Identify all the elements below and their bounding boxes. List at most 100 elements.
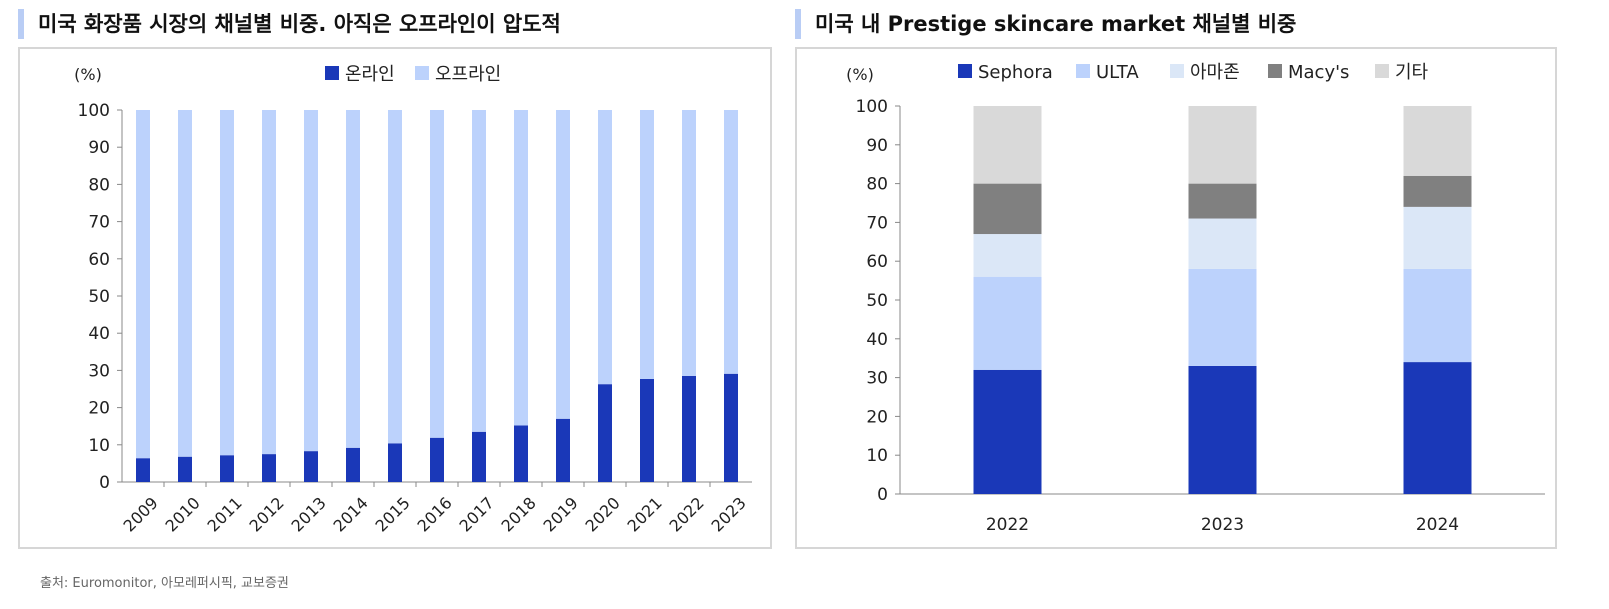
y-tick-label: 10 xyxy=(88,436,110,456)
y-tick-label: 0 xyxy=(99,473,110,493)
bar-온라인-2011 xyxy=(220,455,234,482)
legend-label: Sephora xyxy=(978,62,1053,83)
legend-swatch-온라인 xyxy=(325,66,339,80)
bar-오프라인-2013 xyxy=(304,110,318,452)
y-tick-label: 80 xyxy=(866,175,888,195)
bar-기타-2024 xyxy=(1403,106,1472,176)
bar-온라인-2009 xyxy=(136,458,150,482)
bar-오프라인-2012 xyxy=(262,110,276,455)
bar-오프라인-2017 xyxy=(472,110,486,432)
legend-swatch-Sephora xyxy=(958,64,972,78)
x-tick-label: 2013 xyxy=(288,493,330,535)
x-tick-label: 2022 xyxy=(666,493,708,535)
y-tick-label: 70 xyxy=(866,213,888,233)
bar-온라인-2020 xyxy=(598,384,612,482)
bar-온라인-2023 xyxy=(724,373,738,482)
bar-온라인-2010 xyxy=(178,456,192,482)
x-tick-label: 2011 xyxy=(204,493,246,535)
y-tick-label: 80 xyxy=(88,175,110,195)
bar-Sephora-2023 xyxy=(1188,365,1257,494)
bar-온라인-2014 xyxy=(346,447,360,482)
x-tick-label: 2022 xyxy=(986,515,1029,535)
bar-Macy's-2024 xyxy=(1403,175,1472,207)
bar-오프라인-2020 xyxy=(598,110,612,385)
x-tick-label: 2017 xyxy=(456,493,498,535)
x-tick-label: 2023 xyxy=(708,493,750,535)
legend-label: 오프라인 xyxy=(435,64,501,85)
x-tick-label: 2015 xyxy=(372,493,414,535)
bar-오프라인-2011 xyxy=(220,110,234,456)
bar-온라인-2017 xyxy=(472,431,486,482)
legend-swatch-ULTA xyxy=(1076,64,1090,78)
bar-오프라인-2023 xyxy=(724,110,738,374)
bar-오프라인-2014 xyxy=(346,110,360,448)
bar-아마존-2024 xyxy=(1403,206,1472,269)
y-tick-label: 90 xyxy=(866,136,888,156)
y-tick-label: 20 xyxy=(88,399,110,419)
y-tick-label: 70 xyxy=(88,213,110,233)
y-tick-label: 30 xyxy=(88,361,110,381)
x-tick-label: 2018 xyxy=(498,493,540,535)
y-tick-label: 90 xyxy=(88,138,110,158)
bar-기타-2023 xyxy=(1188,106,1257,184)
bar-오프라인-2022 xyxy=(682,110,696,376)
x-tick-label: 2020 xyxy=(582,493,624,535)
y-tick-label: 100 xyxy=(856,97,888,117)
left-chart-panel xyxy=(18,47,772,549)
legend-swatch-아마존 xyxy=(1170,64,1184,78)
y-tick-label: 60 xyxy=(866,252,888,272)
bar-온라인-2012 xyxy=(262,454,276,482)
bar-온라인-2015 xyxy=(388,443,402,482)
legend-swatch-오프라인 xyxy=(415,66,429,80)
legend-swatch-Macy's xyxy=(1268,64,1282,78)
bar-온라인-2022 xyxy=(682,375,696,482)
x-tick-label: 2023 xyxy=(1201,515,1244,535)
x-tick-label: 2012 xyxy=(246,493,288,535)
right-chart-title: 미국 내 Prestige skincare market 채널별 비중 xyxy=(795,9,1296,39)
legend-label: 기타 xyxy=(1395,62,1429,83)
right-chart-panel xyxy=(795,47,1557,549)
bar-기타-2022 xyxy=(973,106,1042,184)
legend-label: Macy's xyxy=(1288,62,1349,83)
y-tick-label: 10 xyxy=(866,446,888,466)
bar-온라인-2016 xyxy=(430,437,444,482)
x-tick-label: 2019 xyxy=(540,493,582,535)
bar-오프라인-2009 xyxy=(136,110,150,459)
x-tick-label: 2009 xyxy=(120,493,162,535)
bar-온라인-2018 xyxy=(514,425,528,482)
bar-Macy's-2022 xyxy=(973,183,1042,235)
bar-오프라인-2018 xyxy=(514,110,528,426)
source-note: 출처: Euromonitor, 아모레퍼시픽, 교보증권 xyxy=(40,576,289,591)
y-axis-unit: (%) xyxy=(74,65,102,84)
x-tick-label: 2024 xyxy=(1416,515,1459,535)
y-axis-unit: (%) xyxy=(846,65,874,84)
bar-오프라인-2015 xyxy=(388,110,402,444)
y-tick-label: 40 xyxy=(88,324,110,344)
x-tick-label: 2014 xyxy=(330,493,372,535)
bar-Sephora-2024 xyxy=(1403,362,1472,494)
x-tick-label: 2021 xyxy=(624,493,666,535)
bar-온라인-2013 xyxy=(304,451,318,482)
bar-오프라인-2019 xyxy=(556,110,570,419)
bar-Sephora-2022 xyxy=(973,369,1042,494)
bar-ULTA-2022 xyxy=(973,276,1042,370)
legend-label: 온라인 xyxy=(345,64,395,85)
y-tick-label: 30 xyxy=(866,369,888,389)
bar-아마존-2022 xyxy=(973,234,1042,277)
bar-ULTA-2024 xyxy=(1403,268,1472,363)
left-chart-title: 미국 화장품 시장의 채널별 비중. 아직은 오프라인이 압도적 xyxy=(18,9,561,39)
bar-아마존-2023 xyxy=(1188,218,1257,269)
y-tick-label: 40 xyxy=(866,330,888,350)
y-tick-label: 20 xyxy=(866,407,888,427)
legend-label: ULTA xyxy=(1096,62,1139,83)
bar-오프라인-2010 xyxy=(178,110,192,457)
y-tick-label: 0 xyxy=(877,485,888,505)
legend-swatch-기타 xyxy=(1375,64,1389,78)
bar-오프라인-2016 xyxy=(430,110,444,438)
y-tick-label: 50 xyxy=(866,291,888,311)
bar-온라인-2019 xyxy=(556,418,570,482)
bar-Macy's-2023 xyxy=(1188,183,1257,219)
x-tick-label: 2010 xyxy=(162,493,204,535)
x-tick-label: 2016 xyxy=(414,493,456,535)
